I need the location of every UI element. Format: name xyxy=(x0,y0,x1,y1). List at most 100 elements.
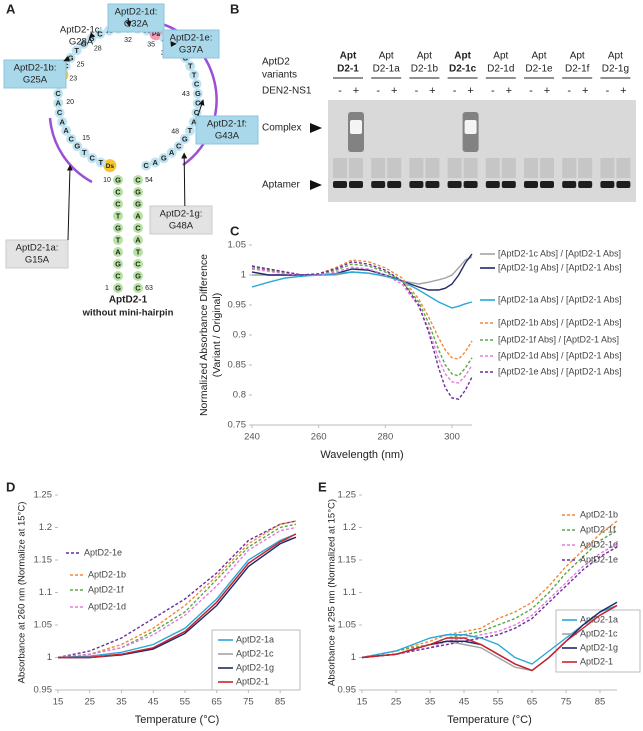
nucleotide: C xyxy=(143,161,149,170)
nucleotide: T xyxy=(136,247,141,256)
band xyxy=(349,158,363,178)
nucleotide-circle xyxy=(72,141,83,152)
nucleotide-circle xyxy=(53,98,64,109)
y-axis-label: Absorbance at 260 nm (Normalize at 15°C) xyxy=(17,502,28,684)
y-tick-label: 0.95 xyxy=(34,685,53,696)
nucleotide: C xyxy=(97,29,103,38)
callout-box xyxy=(195,115,259,145)
nucleotide-circle xyxy=(113,259,123,269)
nucleotide: C xyxy=(68,134,74,143)
nucleotide-circle xyxy=(141,160,152,171)
band xyxy=(463,158,478,178)
x-tick-label: 15 xyxy=(357,697,368,708)
nucleotide: G xyxy=(195,89,201,98)
nucleotide-circle xyxy=(78,38,89,49)
nucleotide: T xyxy=(188,62,193,71)
treatment-sign: + xyxy=(582,85,588,97)
nucleotide: G xyxy=(115,283,121,292)
legend-label: AptD2-1g xyxy=(580,642,618,652)
treatment-sign: - xyxy=(529,85,533,97)
legend-box xyxy=(211,629,301,691)
treatment-sign: - xyxy=(567,85,571,97)
treatment-sign: - xyxy=(491,85,495,97)
nucleotide: C xyxy=(194,108,200,117)
position-label: 48 xyxy=(171,129,179,136)
series-line xyxy=(361,530,618,659)
legend-label: AptD2-1f xyxy=(580,524,616,534)
series-line xyxy=(251,266,473,384)
nucleotide: G xyxy=(115,175,121,184)
callout-name: AptD2-1b: xyxy=(14,63,57,74)
legend-label: AptD2-1e xyxy=(84,547,122,557)
x-axis-label: Wavelength (nm) xyxy=(320,449,403,461)
y-tick-label: 1.25 xyxy=(338,490,357,501)
row-label: variants xyxy=(262,70,297,81)
band xyxy=(333,158,347,178)
nucleotide: G xyxy=(68,53,74,62)
nucleotide: C xyxy=(57,108,63,117)
position-label: 23 xyxy=(69,76,77,83)
band xyxy=(578,181,593,188)
y-tick-label: 1.05 xyxy=(34,620,53,631)
nucleotide-circle xyxy=(133,271,143,281)
position-label: 35 xyxy=(147,42,155,49)
nucleotide-circle xyxy=(133,259,143,269)
series-line xyxy=(57,520,297,659)
band xyxy=(333,181,347,188)
nucleotide-circle xyxy=(133,247,143,257)
treatment-sign: - xyxy=(376,85,380,97)
band xyxy=(524,181,538,188)
nucleotide-circle xyxy=(192,88,203,99)
lane-label: Apt xyxy=(454,51,471,62)
callout-mutation: G15A xyxy=(25,255,50,266)
band xyxy=(350,120,362,134)
lane-label: Apt xyxy=(608,51,623,62)
x-tick-label: 55 xyxy=(180,697,191,708)
y-tick-label: 1.2 xyxy=(39,522,52,533)
nucleotide: T xyxy=(192,70,197,79)
nucleotide-circle xyxy=(113,235,123,245)
nucleotide: C xyxy=(135,259,141,268)
band xyxy=(371,181,386,188)
position-label: 20 xyxy=(66,99,74,106)
x-tick-label: 15 xyxy=(53,697,64,708)
nucleotide-circle xyxy=(173,141,184,152)
band xyxy=(501,158,516,178)
arrowhead xyxy=(310,180,322,190)
lane-label: Apt xyxy=(531,51,546,62)
lane-label: Apt xyxy=(417,51,432,62)
lane-label: D2-1e xyxy=(525,64,553,75)
nucleotide-circle xyxy=(54,107,65,118)
lane-label: Apt xyxy=(379,51,394,62)
band xyxy=(371,158,386,178)
nucleotide-circle xyxy=(113,211,123,221)
x-tick-label: 75 xyxy=(561,697,572,708)
lane-label: D2-1c xyxy=(449,64,477,75)
nucleotide: T xyxy=(116,235,121,244)
nucleotide: C xyxy=(195,99,201,108)
position-label: 28 xyxy=(94,45,102,52)
nucleotide-circle xyxy=(133,223,143,233)
nucleotide: T xyxy=(99,158,104,167)
treatment-sign: + xyxy=(353,85,359,97)
nucleotide: G xyxy=(81,39,87,48)
series-line xyxy=(361,604,618,665)
series-line xyxy=(57,526,297,659)
lane-label: D2-1 xyxy=(337,64,359,75)
x-tick-label: 25 xyxy=(84,697,95,708)
treatment-sign: - xyxy=(415,85,419,97)
region-arc xyxy=(48,117,93,184)
series-line xyxy=(251,263,473,377)
band-label: Aptamer xyxy=(262,180,300,191)
nucleotide-circle xyxy=(150,157,161,168)
nucleotide-circle xyxy=(57,116,68,127)
position-label: 10 xyxy=(103,177,111,184)
legend-label: AptD2-1b xyxy=(580,509,618,519)
y-tick-label: 0.8 xyxy=(233,390,246,401)
callout-name: AptD2-1c: xyxy=(60,25,102,36)
y-tick-label: 0.75 xyxy=(228,420,247,431)
nucleotide: C xyxy=(115,199,121,208)
band xyxy=(463,181,478,188)
x-tick-label: 240 xyxy=(244,432,260,443)
